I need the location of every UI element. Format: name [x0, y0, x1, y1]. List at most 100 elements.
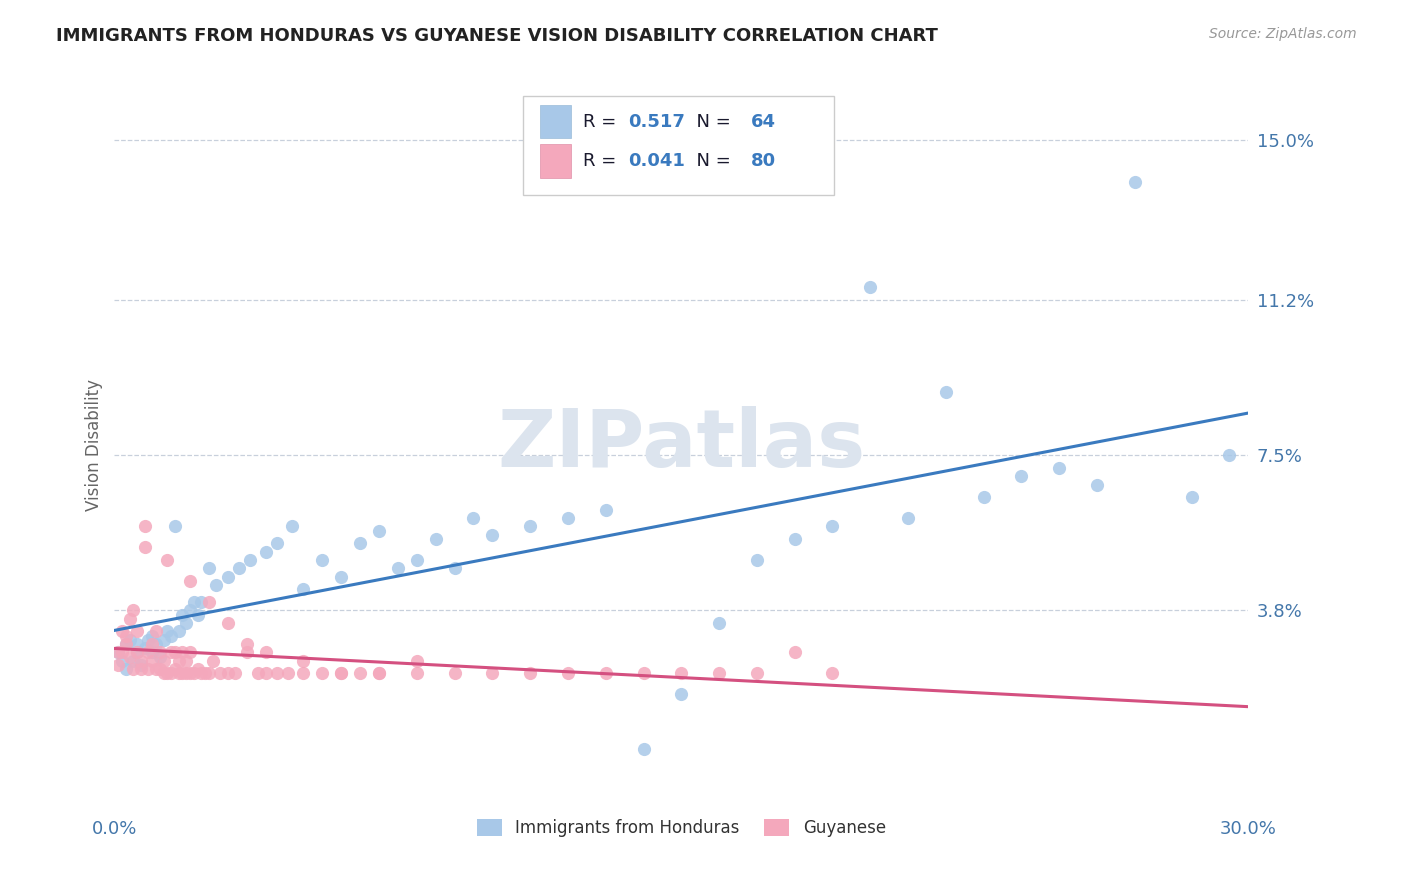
Text: N =: N =	[685, 112, 737, 130]
Point	[707, 615, 730, 630]
Point	[292, 582, 315, 597]
Point	[481, 528, 503, 542]
Point	[198, 561, 221, 575]
Point	[141, 637, 163, 651]
Text: 64: 64	[751, 112, 776, 130]
Point	[821, 519, 844, 533]
Point	[935, 385, 957, 400]
Point	[172, 666, 194, 681]
Point	[707, 666, 730, 681]
Point	[387, 561, 409, 575]
Point	[405, 553, 427, 567]
Point	[292, 654, 315, 668]
Point	[160, 629, 183, 643]
Point	[163, 662, 186, 676]
Point	[114, 662, 136, 676]
Point	[111, 654, 134, 668]
Point	[163, 645, 186, 659]
Point	[145, 662, 167, 676]
Point	[127, 637, 149, 651]
Point	[111, 645, 134, 659]
Point	[745, 553, 768, 567]
Point	[190, 666, 212, 681]
Text: 0.041: 0.041	[628, 152, 685, 170]
Point	[405, 666, 427, 681]
Text: IMMIGRANTS FROM HONDURAS VS GUYANESE VISION DISABILITY CORRELATION CHART: IMMIGRANTS FROM HONDURAS VS GUYANESE VIS…	[56, 27, 938, 45]
Point	[107, 658, 129, 673]
Point	[247, 666, 270, 681]
Point	[671, 666, 693, 681]
Point	[209, 666, 232, 681]
Point	[160, 645, 183, 659]
Point	[463, 511, 485, 525]
Point	[368, 524, 391, 538]
Point	[330, 666, 353, 681]
Point	[194, 666, 217, 681]
Point	[633, 742, 655, 756]
Point	[118, 632, 141, 647]
Point	[783, 645, 806, 659]
Point	[557, 511, 579, 525]
Point	[127, 645, 149, 659]
FancyBboxPatch shape	[540, 145, 571, 178]
Point	[167, 666, 190, 681]
Point	[152, 654, 174, 668]
Point	[190, 595, 212, 609]
Point	[118, 649, 141, 664]
Text: 80: 80	[751, 152, 776, 170]
Text: N =: N =	[685, 152, 737, 170]
Point	[228, 561, 250, 575]
Point	[145, 637, 167, 651]
Point	[134, 541, 156, 555]
Point	[557, 666, 579, 681]
Point	[149, 645, 172, 659]
FancyBboxPatch shape	[523, 95, 834, 195]
Point	[266, 666, 288, 681]
Point	[114, 637, 136, 651]
Point	[266, 536, 288, 550]
Point	[107, 645, 129, 659]
Point	[138, 645, 160, 659]
Point	[443, 666, 465, 681]
Point	[156, 553, 179, 567]
Point	[239, 553, 262, 567]
Point	[349, 536, 371, 550]
Point	[217, 570, 239, 584]
Point	[118, 612, 141, 626]
Point	[183, 595, 205, 609]
Point	[205, 578, 228, 592]
Text: R =: R =	[582, 112, 621, 130]
Legend: Immigrants from Honduras, Guyanese: Immigrants from Honduras, Guyanese	[470, 813, 893, 844]
Point	[129, 658, 152, 673]
Point	[235, 645, 257, 659]
Point	[1010, 469, 1032, 483]
Point	[821, 666, 844, 681]
Point	[254, 544, 277, 558]
Point	[163, 519, 186, 533]
Point	[114, 629, 136, 643]
Text: ZIPatlas: ZIPatlas	[498, 406, 866, 483]
Point	[167, 624, 190, 639]
Point	[859, 280, 882, 294]
Point	[141, 654, 163, 668]
Point	[145, 624, 167, 639]
Point	[187, 662, 209, 676]
Point	[1123, 175, 1146, 189]
Text: R =: R =	[582, 152, 621, 170]
Point	[129, 662, 152, 676]
Point	[183, 666, 205, 681]
Point	[160, 666, 183, 681]
Point	[201, 654, 224, 668]
Point	[141, 629, 163, 643]
Point	[254, 645, 277, 659]
Point	[149, 662, 172, 676]
Point	[1047, 460, 1070, 475]
Point	[349, 666, 371, 681]
Point	[122, 654, 145, 668]
Point	[156, 666, 179, 681]
Point	[783, 532, 806, 546]
Point	[122, 603, 145, 617]
Point	[405, 654, 427, 668]
Point	[149, 649, 172, 664]
Point	[127, 624, 149, 639]
